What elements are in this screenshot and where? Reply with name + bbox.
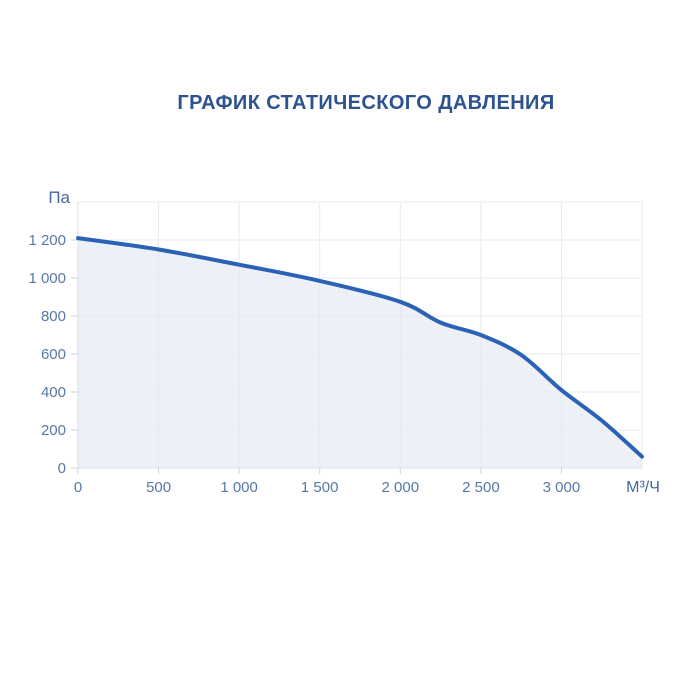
- x-tick-label: 3 000: [543, 479, 581, 496]
- x-tick-label: 1 000: [220, 479, 258, 496]
- y-axis-unit-label: Па: [48, 188, 70, 207]
- x-tick-label: 1 500: [301, 479, 339, 496]
- y-tick-label: 0: [58, 460, 66, 477]
- y-tick-label: 1 200: [28, 232, 66, 249]
- y-tick-label: 600: [41, 346, 66, 363]
- y-tick-label: 1 000: [28, 270, 66, 287]
- y-tick-label: 200: [41, 422, 66, 439]
- x-axis-unit-label: М³/Ч: [626, 479, 660, 496]
- y-tick-label: 800: [41, 308, 66, 325]
- x-tick-label: 500: [146, 479, 171, 496]
- static-pressure-chart: 0 200 400 600 800 1 000 1 200 0 500 1 000 1 500 2 0…: [28, 188, 660, 496]
- chart-title: ГРАФИК СТАТИЧЕСКОГО ДАВЛЕНИЯ: [177, 92, 555, 114]
- pressure-curve: [76, 236, 644, 459]
- y-tick-label: 400: [41, 384, 66, 401]
- x-tick-label: 2 500: [462, 479, 500, 496]
- x-tick-label: 2 000: [382, 479, 420, 496]
- pressure-area-fill: [78, 238, 642, 468]
- x-tick-label: 0: [74, 479, 82, 496]
